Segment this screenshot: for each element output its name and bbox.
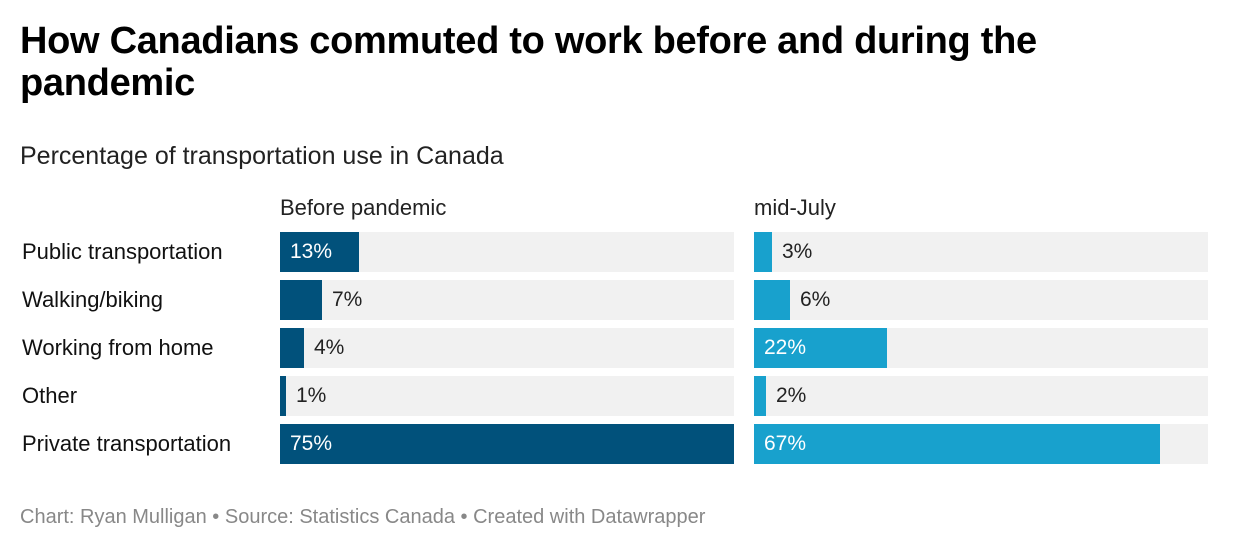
category-label: Walking/biking (22, 287, 164, 312)
value-label: 3% (782, 240, 813, 263)
bar-track: 7% (280, 280, 734, 320)
bar-track: 2% (754, 376, 1208, 416)
value-label: 13% (290, 240, 333, 263)
series-header-0: Before pandemic (280, 195, 447, 220)
bar-track: 4% (280, 328, 734, 368)
category-label: Working from home (22, 335, 214, 360)
bar-0-0 (280, 232, 359, 272)
value-label: 6% (800, 288, 831, 311)
bar-track: 67% (754, 424, 1208, 464)
category-label: Other (22, 383, 78, 408)
category-label: Private transportation (22, 431, 232, 456)
category-label: Public transportation (22, 239, 223, 264)
chart-subtitle: Percentage of transportation use in Cana… (20, 142, 504, 170)
chart-title: How Canadians commuted to work before an… (20, 20, 1037, 104)
bar-track: 75% (280, 424, 734, 464)
bar-1-1 (754, 280, 790, 320)
bar-track: 1% (280, 376, 734, 416)
value-label: 4% (314, 336, 345, 359)
bar-1-0 (754, 232, 772, 272)
value-label: 67% (764, 432, 807, 455)
bar-track: 22% (754, 328, 1208, 368)
bar-1-4 (754, 424, 1160, 464)
bar-1-3 (754, 376, 766, 416)
bar-track: 6% (754, 280, 1208, 320)
value-label: 7% (332, 288, 363, 311)
bar-0-3 (280, 376, 286, 416)
bar-0-1 (280, 280, 322, 320)
bar-track: 13% (280, 232, 734, 272)
value-label: 75% (290, 432, 333, 455)
bar-1-2 (754, 328, 887, 368)
bar-0-2 (280, 328, 304, 368)
bar-0-4 (280, 424, 734, 464)
value-label: 2% (776, 384, 807, 407)
series-header-1: mid-July (754, 195, 836, 220)
value-label: 1% (296, 384, 327, 407)
value-label: 22% (764, 336, 807, 359)
chart-footer: Chart: Ryan Mulligan • Source: Statistic… (20, 506, 706, 528)
bar-track: 3% (754, 232, 1208, 272)
